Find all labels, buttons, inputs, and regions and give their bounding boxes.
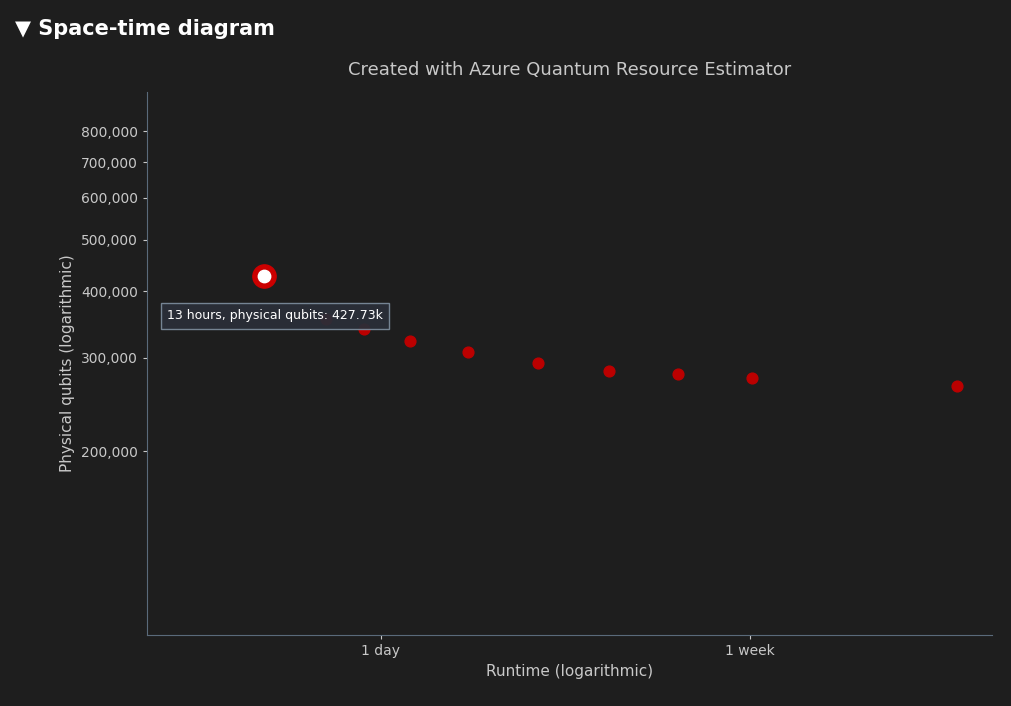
Text: ▼ Space-time diagram: ▼ Space-time diagram xyxy=(15,19,275,39)
Point xyxy=(669,368,685,379)
Point xyxy=(530,357,546,369)
Title: Created with Azure Quantum Resource Estimator: Created with Azure Quantum Resource Esti… xyxy=(348,61,790,79)
Point xyxy=(401,335,418,346)
Point xyxy=(256,270,272,282)
Point xyxy=(743,372,759,383)
Point xyxy=(459,346,475,357)
Point xyxy=(948,381,964,392)
Text: 13 hours, physical qubits: 427.73k: 13 hours, physical qubits: 427.73k xyxy=(167,309,383,323)
Point xyxy=(601,366,617,377)
Y-axis label: Physical qubits (logarithmic): Physical qubits (logarithmic) xyxy=(60,255,75,472)
Point xyxy=(317,313,334,325)
Point xyxy=(256,270,272,282)
Point xyxy=(356,323,372,335)
X-axis label: Runtime (logarithmic): Runtime (logarithmic) xyxy=(485,664,652,679)
